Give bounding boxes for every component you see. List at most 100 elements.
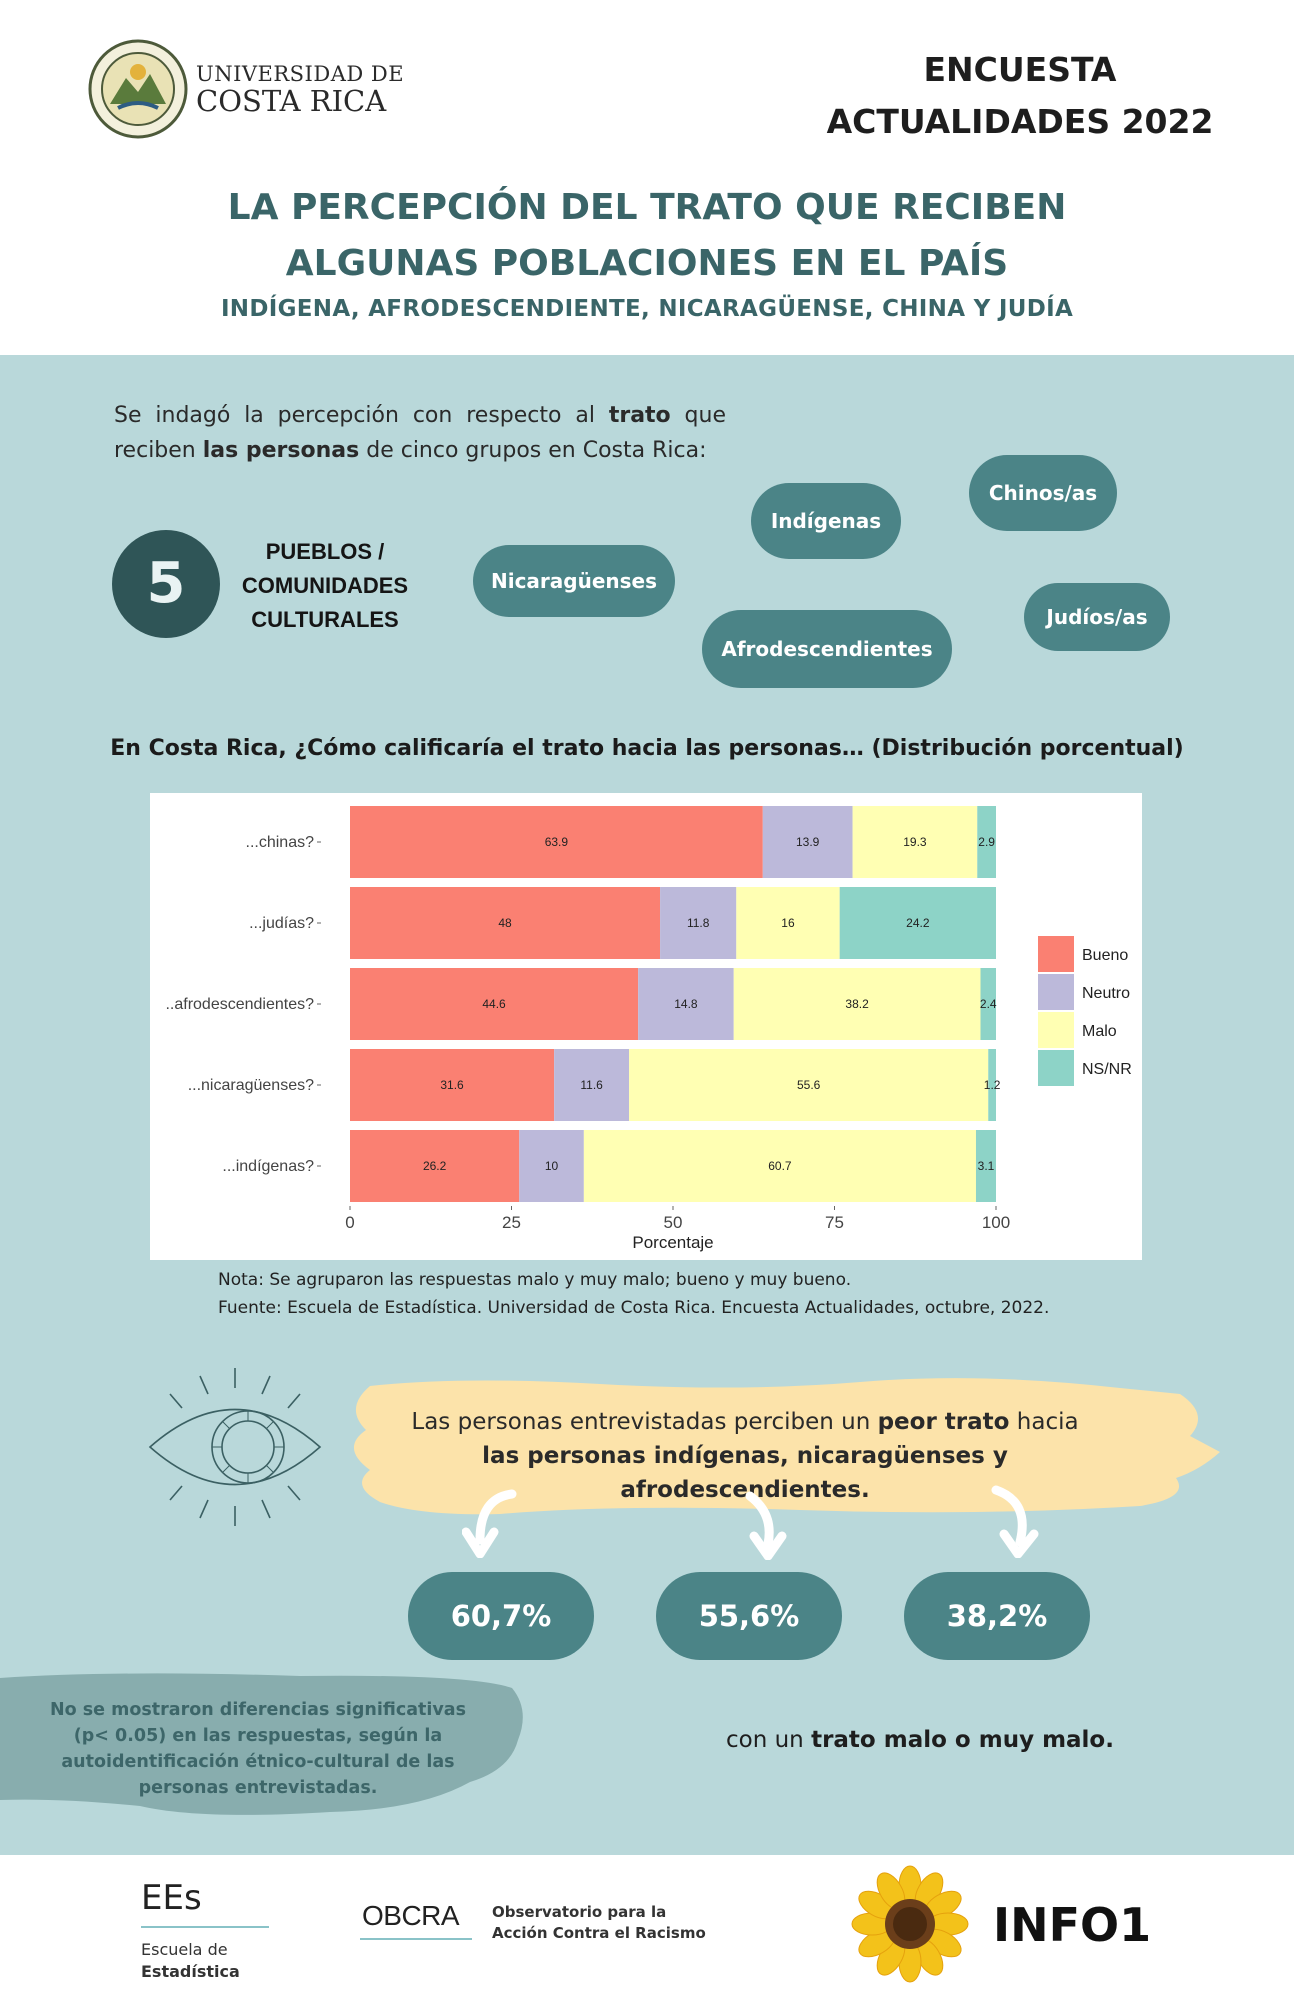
highlight-part2: hacia: [1009, 1409, 1079, 1435]
bar-segment-ns-nr: [988, 1049, 996, 1121]
bar-segment-ns-nr: [975, 1130, 996, 1202]
curved-arrow-icon: [745, 1491, 787, 1560]
data-label: 38.2: [845, 997, 869, 1011]
conclusion-part1: con un: [726, 1727, 812, 1753]
bar-segment-bueno: [350, 887, 661, 959]
y-tick-label: ..afrodescendientes?: [165, 996, 314, 1013]
data-label: 2.4: [980, 997, 997, 1011]
group-count-label-line1: PUEBLOS /: [265, 539, 385, 564]
x-tick-label: 50: [664, 1213, 683, 1232]
x-tick-label: 100: [982, 1213, 1010, 1232]
page-title: LA PERCEPCIÓN DEL TRATO QUE RECIBEN ALGU…: [0, 180, 1294, 292]
legend-label: Neutro: [1082, 985, 1130, 1002]
header: [0, 0, 1294, 355]
data-label: 14.8: [674, 997, 698, 1011]
intro-text-part2: que reciben: [114, 403, 727, 463]
bar-segment-neutro: [660, 887, 737, 959]
intro-text: Se indagó la percepción con respecto al …: [114, 398, 726, 468]
chart-note-line1: Nota: Se agruparon las respuestas malo y…: [218, 1270, 852, 1290]
no-difference-note: No se mostraron diferencias significativ…: [49, 1700, 467, 1798]
data-label: 11.8: [687, 916, 710, 930]
group-pill-nicaraguenses: Nicaragüenses: [473, 545, 675, 617]
university-seal-logo: [88, 39, 188, 139]
bar-segment-malo: [583, 1130, 976, 1202]
bar-segment-malo: [733, 968, 981, 1040]
y-tick-label: ...indígenas?: [222, 1158, 314, 1175]
group-count-label-line2: COMUNIDADES: [241, 573, 409, 598]
obcra-name-line1: Observatorio para la: [492, 1903, 667, 1921]
data-label: 10: [545, 1159, 559, 1173]
bar-segment-bueno: [350, 806, 763, 878]
data-label: 13.9: [796, 835, 820, 849]
bar-segment-ns-nr: [977, 806, 996, 878]
x-axis-label: Porcentaje: [632, 1233, 713, 1252]
group-pill-afrodescendientes: Afrodescendientes: [702, 610, 952, 688]
y-tick-label: ...judías?: [249, 915, 314, 932]
data-label: 16: [781, 916, 795, 930]
highlight-text-line2: las personas indígenas, nicaragüenses y …: [360, 1439, 1130, 1507]
ees-logo-underline: [141, 1926, 269, 1928]
survey-title-line2: ACTUALIDADES 2022: [826, 102, 1214, 141]
bar-segment-neutro: [762, 806, 853, 878]
intro-text-part3: de cinco grupos en Costa Rica:: [359, 438, 707, 463]
data-label: 48: [498, 916, 512, 930]
bar-segment-ns-nr: [980, 968, 996, 1040]
legend-label: NS/NR: [1082, 1061, 1132, 1078]
data-label: 60.7: [768, 1159, 792, 1173]
legend-label: Malo: [1082, 1023, 1117, 1040]
highlight-bold1: peor trato: [877, 1409, 1010, 1435]
chart-note: Nota: Se agruparon las respuestas malo y…: [218, 1266, 1049, 1322]
data-label: 1.2: [984, 1078, 1001, 1092]
stat-afrodescendientes-malo: 38,2%: [904, 1572, 1090, 1660]
bar-segment-malo: [736, 887, 840, 959]
chart-note-source: Fuente: Escuela de Estadística. Universi…: [218, 1298, 1050, 1318]
brush-stroke-background: [353, 1378, 1220, 1515]
group-count-badge: 5: [112, 530, 220, 638]
obcra-logo-underline: [360, 1938, 472, 1940]
data-label: 3.1: [978, 1159, 995, 1173]
info-label: INFO1: [993, 1898, 1152, 1952]
survey-title-line1: ENCUESTA: [923, 50, 1117, 89]
obcra-name: Observatorio para la Acción Contra el Ra…: [492, 1902, 706, 1944]
page-title-line1: LA PERCEPCIÓN DEL TRATO QUE RECIBEN: [227, 187, 1067, 228]
chart-panel: ...chinas? 63.9 13.9 19.3 2.9 ...judías? 48 11.…: [150, 793, 1142, 1260]
bar-segment-neutro: [554, 1049, 630, 1121]
university-name-line2: COSTA RICA: [196, 84, 387, 118]
obcra-name-line2: Acción Contra el Racismo: [492, 1924, 706, 1942]
y-tick-label: ...nicaragüenses?: [188, 1077, 314, 1094]
legend-swatch-bueno: [1038, 936, 1074, 972]
intro-text-part1: Se indagó la percepción con respecto al: [114, 403, 609, 428]
highlight-text-line1: Las personas entrevistadas perciben un p…: [360, 1405, 1130, 1439]
legend-swatch-neutro: [1038, 974, 1074, 1010]
y-tick-label: ...chinas?: [246, 834, 315, 851]
group-pill-indigenas: Indígenas: [751, 483, 901, 559]
data-label: 2.9: [978, 835, 995, 849]
intro-text-bold1: trato: [608, 403, 671, 428]
bar-segment-malo: [852, 806, 978, 878]
university-name-line1: UNIVERSIDAD DE: [196, 62, 405, 86]
conclusion-text: con un trato malo o muy malo.: [650, 1727, 1190, 1753]
chart-title: En Costa Rica, ¿Cómo calificaría el trat…: [110, 736, 1184, 761]
highlight-text: Las personas entrevistadas perciben un p…: [360, 1405, 1130, 1507]
group-pill-chinos: Chinos/as: [969, 455, 1117, 531]
ees-logo: EEs: [141, 1878, 202, 1918]
x-tick-label: 75: [825, 1213, 844, 1232]
legend-label: Bueno: [1082, 947, 1128, 964]
intro-text-bold2: las personas: [202, 438, 360, 463]
curved-arrow-icon: [462, 1489, 517, 1558]
page-title-line2: ALGUNAS POBLACIONES EN EL PAÍS: [285, 243, 1009, 284]
group-count-label-line3: CULTURALES: [251, 607, 399, 632]
data-label: 26.2: [423, 1159, 447, 1173]
ees-name-line1: Escuela de: [141, 1940, 228, 1959]
note-blob-background: [0, 1673, 523, 1815]
group-pill-judios: Judíos/as: [1024, 583, 1170, 651]
conclusion-bold: trato malo o muy malo.: [811, 1727, 1114, 1753]
stat-indigenas-malo: 60,7%: [408, 1572, 594, 1660]
page-subtitle: INDÍGENA, AFRODESCENDIENTE, NICARAGÜENSE…: [220, 296, 1074, 322]
data-label: 31.6: [440, 1078, 464, 1092]
highlight-bold2: las personas indígenas, nicaragüenses y …: [482, 1443, 1008, 1503]
sunflower-icon: [851, 1865, 969, 1983]
survey-title: ENCUESTA ACTUALIDADES 2022: [790, 44, 1250, 148]
legend-swatch-ns-nr: [1038, 1050, 1074, 1086]
data-label: 19.3: [903, 835, 927, 849]
